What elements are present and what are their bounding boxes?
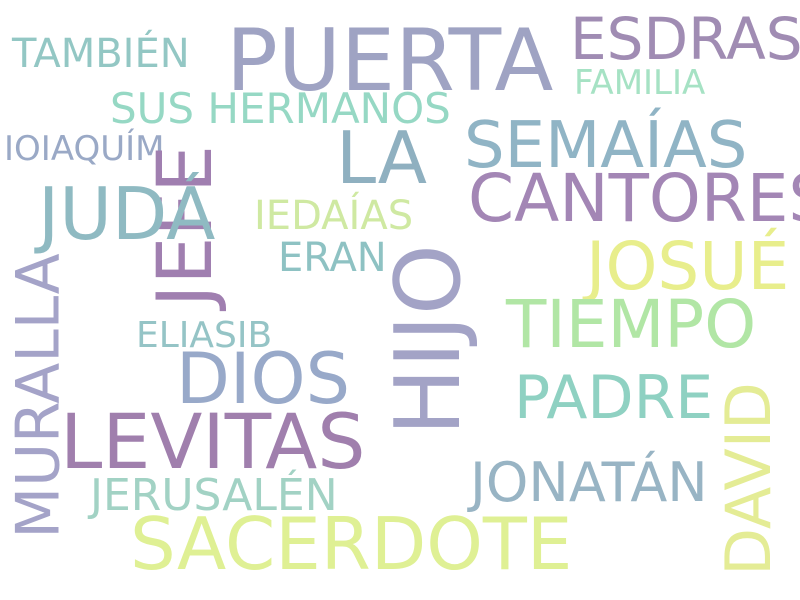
word-josue: JOSUÉ (586, 228, 790, 305)
word-ioiaquim: IOIAQUÍM (4, 129, 165, 169)
word-juda: JUDÁ (38, 172, 216, 256)
word-puerta: PUERTA (226, 11, 554, 111)
word-sacerdote: SACERDOTE (130, 502, 573, 586)
word-esdras: ESDRAS (570, 5, 800, 73)
word-familia: FAMILIA (574, 63, 706, 103)
word-sus-hermanos: SUS HERMANOS (110, 84, 451, 133)
word-tambien: TAMBIÉN (12, 31, 190, 77)
word-hijo: HIJO (375, 244, 481, 436)
word-cantores: CANTORES (468, 160, 800, 237)
word-jerusalen: JERUSALÉN (90, 470, 338, 521)
word-david: DAVID (711, 382, 785, 576)
word-tiempo: TIEMPO (506, 286, 757, 363)
word-jonatan: JONATÁN (470, 451, 708, 514)
word-semaias: SEMAÍAS (464, 109, 748, 183)
word-eran: ERAN (278, 235, 387, 281)
word-dios: DIOS (176, 338, 351, 420)
word-la: LA (336, 116, 428, 200)
word-muralla: MURALLA (3, 253, 74, 539)
word-eliasib: ELIASIB (136, 315, 273, 356)
word-iedaias: IEDAÍAS (254, 193, 414, 239)
word-levitas: LEVITAS (60, 397, 366, 486)
word-padre: PADRE (514, 363, 714, 433)
